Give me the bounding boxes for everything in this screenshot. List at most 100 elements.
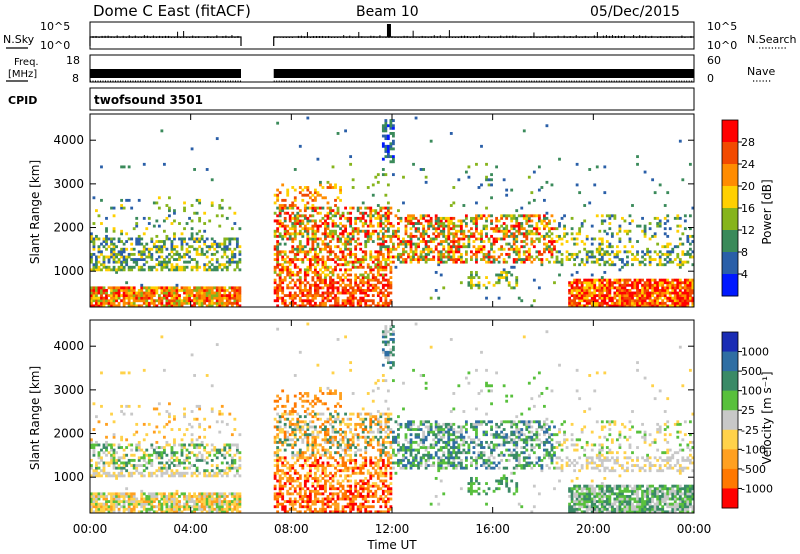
power-cell [366, 288, 370, 292]
power-cell [646, 283, 649, 287]
power-cell [389, 301, 393, 305]
power-cell [205, 296, 209, 300]
power-cell [570, 216, 574, 220]
velocity-cell [127, 497, 131, 501]
power-cell [92, 240, 96, 243]
velocity-cell [238, 456, 242, 460]
power-cell [638, 301, 642, 305]
velocity-cell [122, 500, 126, 504]
power-cell [276, 222, 280, 225]
power-cell [638, 296, 642, 300]
power-cell [205, 294, 209, 298]
velocity-cell [170, 471, 174, 475]
power-cell [505, 216, 509, 220]
power-cell [155, 245, 159, 249]
power-cell [100, 288, 103, 292]
velocity-cell [90, 507, 93, 511]
velocity-cell [117, 474, 121, 478]
power-cell [442, 240, 446, 243]
power-heatmap [90, 116, 695, 308]
power-cell [379, 268, 383, 272]
power-cell [384, 155, 388, 159]
power-cell [583, 278, 587, 282]
power-cell [683, 299, 687, 303]
power-cell [510, 245, 514, 249]
power-cell [603, 260, 607, 264]
velocity-cell [273, 438, 277, 442]
power-cell [673, 299, 677, 303]
power-cell [178, 299, 181, 303]
power-cell [658, 255, 662, 259]
power-cell [291, 286, 295, 290]
power-cell [359, 263, 363, 267]
power-cell [422, 237, 426, 241]
power-cell [417, 258, 420, 261]
power-cell [112, 299, 116, 303]
power-cell [578, 191, 582, 195]
power-cell [585, 250, 589, 254]
power-cell [515, 240, 519, 243]
power-cell [303, 214, 307, 218]
power-cell [308, 206, 312, 210]
power-cell [105, 234, 108, 238]
power-cell [573, 263, 577, 267]
power-cell [532, 227, 536, 231]
velocity-cell [195, 505, 199, 509]
velocity-cell [288, 502, 292, 506]
velocity-cell [102, 492, 106, 496]
power-cell [492, 250, 496, 254]
velocity-cell [175, 505, 179, 509]
velocity-cell [112, 435, 116, 439]
power-cell [371, 260, 375, 264]
power-cell [117, 301, 121, 305]
velocity-cell [200, 507, 204, 511]
velocity-cell [273, 505, 277, 509]
velocity-cell [120, 456, 124, 460]
power-cell [593, 237, 597, 241]
power-cell [668, 242, 672, 246]
power-cell [681, 296, 685, 300]
power-cell [392, 119, 395, 123]
power-cell [208, 260, 212, 264]
power-cell [351, 294, 355, 298]
power-cell [505, 276, 509, 279]
power-cell [303, 229, 307, 233]
power-cell [273, 286, 277, 290]
power-cell [636, 294, 639, 298]
power-cell [147, 268, 151, 272]
power-cell [459, 229, 463, 233]
power-cell [170, 268, 174, 272]
power-cell [651, 286, 655, 290]
power-cell [276, 294, 280, 298]
power-cell [293, 234, 297, 238]
power-cell [381, 276, 385, 279]
power-cell [686, 240, 690, 243]
velocity-cell [102, 466, 106, 470]
power-cell [610, 283, 614, 287]
velocity-cell [100, 469, 103, 473]
power-cell [386, 124, 390, 128]
power-cell [173, 294, 176, 298]
velocity-cell [178, 461, 181, 465]
power-cell [102, 260, 106, 264]
power-cell [507, 255, 511, 259]
power-cell [409, 258, 413, 261]
power-cell [605, 301, 609, 305]
power-cell [397, 252, 400, 256]
velocity-cell [165, 422, 169, 426]
power-cell [137, 237, 141, 241]
power-cell [427, 240, 431, 243]
power-cell [384, 211, 388, 215]
power-cell [641, 283, 644, 287]
power-cell [600, 255, 604, 259]
power-cell [407, 240, 410, 243]
power-cell [376, 224, 380, 228]
power-cell [666, 260, 670, 264]
velocity-cell [175, 456, 179, 460]
power-cell [273, 258, 277, 261]
power-cell [185, 222, 189, 225]
power-cell [90, 240, 93, 243]
velocity-cell [205, 451, 209, 455]
power-cell [475, 201, 478, 205]
power-cell [155, 247, 159, 251]
